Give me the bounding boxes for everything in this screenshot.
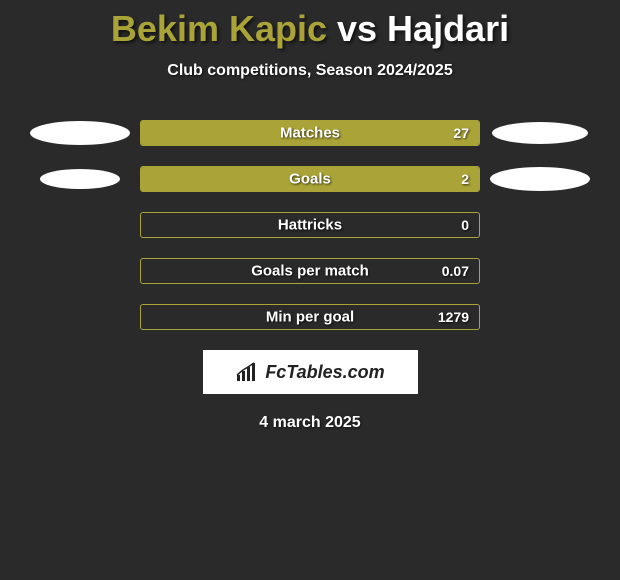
- subtitle: Club competitions, Season 2024/2025: [0, 62, 620, 80]
- stat-row: Matches27: [0, 120, 620, 146]
- stat-bar: Matches27: [140, 120, 480, 146]
- player1-name: Bekim Kapic: [111, 8, 327, 49]
- stat-bar: Goals2: [140, 166, 480, 192]
- stat-value: 27: [453, 125, 469, 141]
- stat-bar: Min per goal1279: [140, 304, 480, 330]
- stat-row: Hattricks0: [0, 212, 620, 238]
- logo-text: FcTables.com: [265, 362, 384, 383]
- left-shape-slot: [30, 121, 130, 145]
- page-title: Bekim Kapic vs Hajdari: [0, 0, 620, 50]
- chart-icon: [235, 361, 261, 383]
- right-ellipse: [490, 167, 590, 191]
- stat-bar: Hattricks0: [140, 212, 480, 238]
- left-ellipse: [30, 121, 130, 145]
- stat-row: Goals per match0.07: [0, 258, 620, 284]
- stat-row: Goals2: [0, 166, 620, 192]
- stat-value: 0.07: [442, 263, 469, 279]
- date-text: 4 march 2025: [0, 414, 620, 432]
- stat-label: Matches: [141, 125, 479, 142]
- stat-rows: Matches27 Goals2 Hattricks0 Goals per match…: [0, 120, 620, 330]
- logo-box: FcTables.com: [203, 350, 418, 394]
- stat-value: 2: [461, 171, 469, 187]
- player2-name: Hajdari: [387, 8, 509, 49]
- left-ellipse: [40, 169, 120, 189]
- stat-row: Min per goal1279: [0, 304, 620, 330]
- stat-label: Min per goal: [141, 309, 479, 326]
- right-ellipse: [492, 122, 588, 144]
- stat-label: Hattricks: [141, 217, 479, 234]
- stat-label: Goals: [141, 171, 479, 188]
- left-shape-slot: [30, 169, 130, 189]
- stat-bar: Goals per match0.07: [140, 258, 480, 284]
- stat-value: 1279: [438, 309, 469, 325]
- vs-text: vs: [327, 8, 387, 49]
- right-shape-slot: [490, 122, 590, 144]
- stat-value: 0: [461, 217, 469, 233]
- stat-label: Goals per match: [141, 263, 479, 280]
- right-shape-slot: [490, 167, 590, 191]
